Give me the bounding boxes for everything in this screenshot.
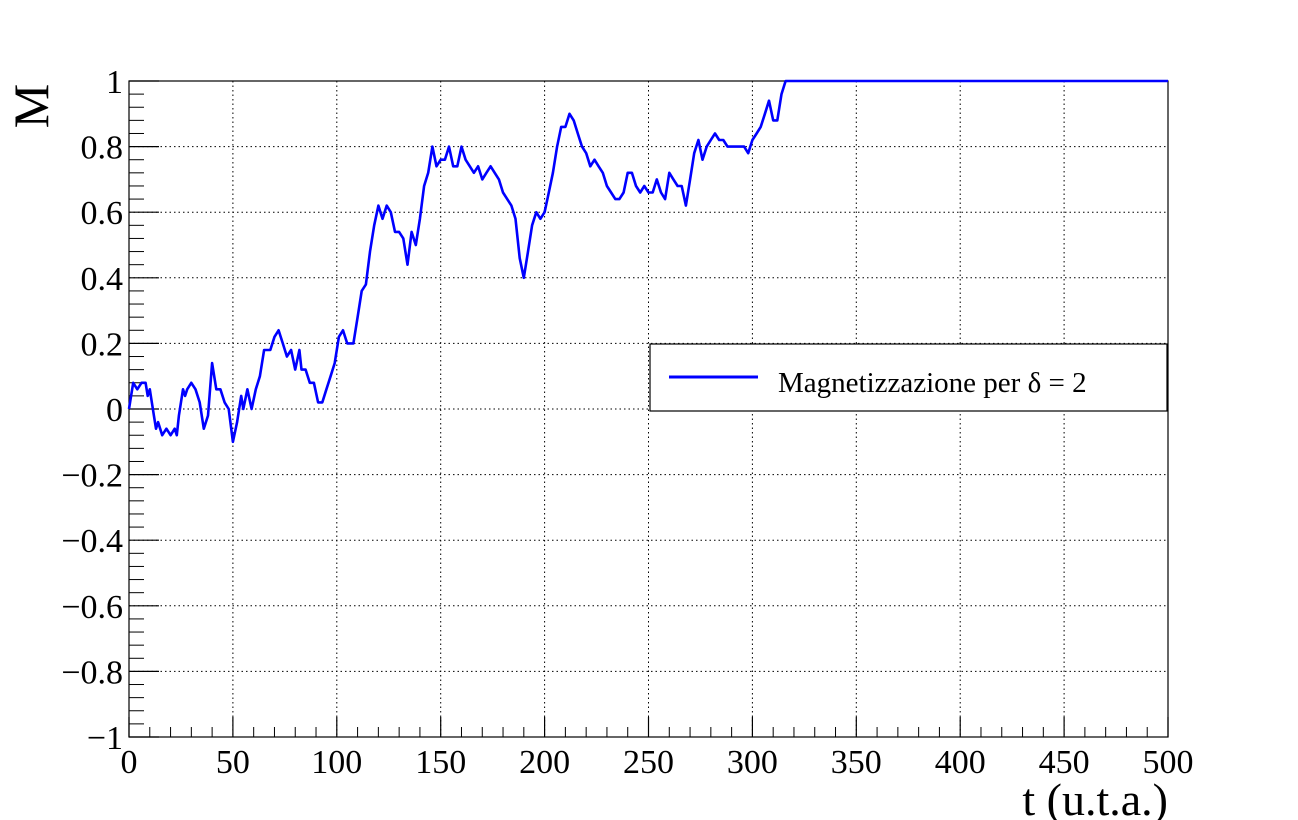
- axis-tick-labels: 0 50 100 150 200 250 300 350 400 450 500 −1 −0.8 −0.6…: [61, 64, 1193, 781]
- y-tick-label: 0: [106, 392, 123, 429]
- y-axis-title: M: [3, 84, 59, 128]
- y-tick-label: −1: [87, 720, 123, 757]
- x-tick-label: 450: [1039, 744, 1090, 781]
- x-tick-label: 300: [727, 744, 778, 781]
- axis-ticks: [128, 80, 1169, 738]
- x-tick-label: 200: [519, 744, 570, 781]
- y-tick-label: 0.4: [81, 261, 124, 298]
- legend: Magnetizzazione per δ = 2: [649, 343, 1168, 412]
- x-tick-label: 0: [121, 744, 138, 781]
- x-tick-label: 100: [311, 744, 362, 781]
- y-tick-label: 0.8: [81, 130, 124, 167]
- x-tick-label: 400: [935, 744, 986, 781]
- y-tick-label: −0.6: [61, 589, 123, 626]
- y-tick-label: 0.2: [81, 326, 124, 363]
- x-tick-label: 350: [831, 744, 882, 781]
- legend-label-magnetization: Magnetizzazione per δ = 2: [778, 367, 1087, 399]
- series-line-magnetization: [127, 79, 1168, 444]
- y-tick-label: −0.8: [61, 654, 123, 691]
- x-tick-label: 250: [623, 744, 674, 781]
- y-tick-label: −0.4: [61, 523, 123, 560]
- x-tick-label: 150: [415, 744, 466, 781]
- y-tick-label: −0.2: [61, 458, 123, 495]
- y-tick-label: 0.6: [81, 195, 124, 232]
- y-tick-label: 1: [106, 64, 123, 101]
- x-tick-label: 500: [1143, 744, 1194, 781]
- x-tick-label: 50: [216, 744, 250, 781]
- x-axis-title: t (u.t.a.): [1022, 774, 1168, 820]
